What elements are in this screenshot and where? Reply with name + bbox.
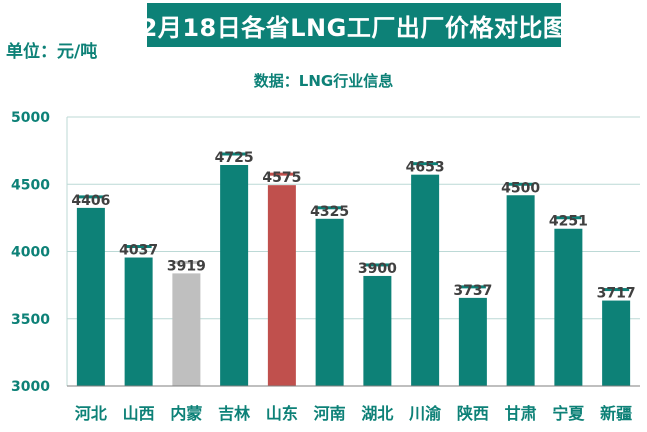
- gridlines: [67, 116, 640, 320]
- x-tick-label: 甘肃: [505, 404, 537, 423]
- bar-川渝: [411, 174, 440, 386]
- x-tick-label: 新疆: [600, 404, 632, 423]
- y-tick-label: 3000: [11, 379, 50, 395]
- y-tick-label: 3500: [11, 312, 50, 328]
- bar-河南: [315, 218, 344, 386]
- marker-内蒙: [173, 260, 200, 264]
- data-label-陕西: 3737: [453, 283, 492, 299]
- data-label-山东: 4575: [262, 170, 301, 186]
- x-tick-label: 川渝: [408, 404, 442, 423]
- data-label-吉林: 4725: [215, 150, 254, 166]
- data-label-河北: 4406: [71, 193, 110, 209]
- marker-河南: [316, 206, 343, 210]
- unit-label: 单位：元/吨: [6, 42, 98, 62]
- bar-宁夏: [554, 228, 583, 386]
- marker-新疆: [603, 288, 630, 292]
- bar-吉林: [220, 164, 249, 386]
- marker-山西: [125, 245, 152, 249]
- y-tick-label: 4000: [11, 245, 50, 261]
- value-markers: [77, 152, 630, 292]
- x-tick-label: 陕西: [457, 404, 489, 423]
- bar-山东: [267, 185, 296, 386]
- x-tick-label: 河南: [314, 404, 346, 423]
- x-tick-label: 山西: [123, 404, 155, 423]
- bar-series: [76, 164, 631, 386]
- bar-新疆: [602, 300, 631, 386]
- data-label-新疆: 3717: [597, 286, 636, 302]
- marker-湖北: [364, 263, 391, 267]
- x-tick-label: 宁夏: [552, 404, 585, 423]
- y-tick-label: 5000: [11, 110, 50, 126]
- marker-河北: [77, 195, 104, 199]
- axes: 3000 3500 4000 4500 5000 河北 山西 内蒙 吉林 山东 河南 湖北 川渝 陕西 甘肃…: [11, 110, 640, 423]
- x-tick-label: 河北: [75, 404, 107, 423]
- x-tick-label: 山东: [266, 404, 298, 423]
- bar-河北: [76, 207, 105, 386]
- marker-山东: [268, 172, 295, 176]
- chart-title: 2月18日各省LNG工厂出厂价格对比图: [140, 13, 568, 42]
- title-banner: 2月18日各省LNG工厂出厂价格对比图: [141, 3, 567, 47]
- data-label-河南: 4325: [310, 204, 349, 220]
- data-label-山西: 4037: [119, 243, 158, 259]
- marker-川渝: [412, 162, 439, 166]
- marker-吉林: [221, 152, 248, 156]
- bar-山西: [124, 257, 153, 386]
- marker-宁夏: [555, 216, 582, 220]
- data-label-宁夏: 4251: [549, 214, 588, 230]
- x-tick-label: 吉林: [218, 404, 250, 423]
- data-label-内蒙: 3919: [167, 258, 206, 274]
- x-tick-label: 内蒙: [170, 404, 202, 423]
- bar-甘肃: [506, 195, 535, 386]
- data-label-湖北: 3900: [358, 261, 397, 277]
- bar-内蒙: [172, 273, 201, 386]
- source-label: 数据：LNG行业信息: [253, 72, 394, 90]
- data-label-甘肃: 4500: [501, 180, 540, 196]
- data-label-川渝: 4653: [406, 160, 445, 176]
- bar-湖北: [363, 275, 392, 386]
- data-labels: 4406 4037 3919 4725 4575 4325 3900 4653 3737 4500…: [71, 150, 635, 302]
- marker-甘肃: [507, 182, 534, 186]
- y-tick-label: 4500: [11, 177, 50, 193]
- marker-陕西: [459, 285, 486, 289]
- x-tick-label: 湖北: [361, 404, 393, 423]
- bar-陕西: [458, 297, 487, 386]
